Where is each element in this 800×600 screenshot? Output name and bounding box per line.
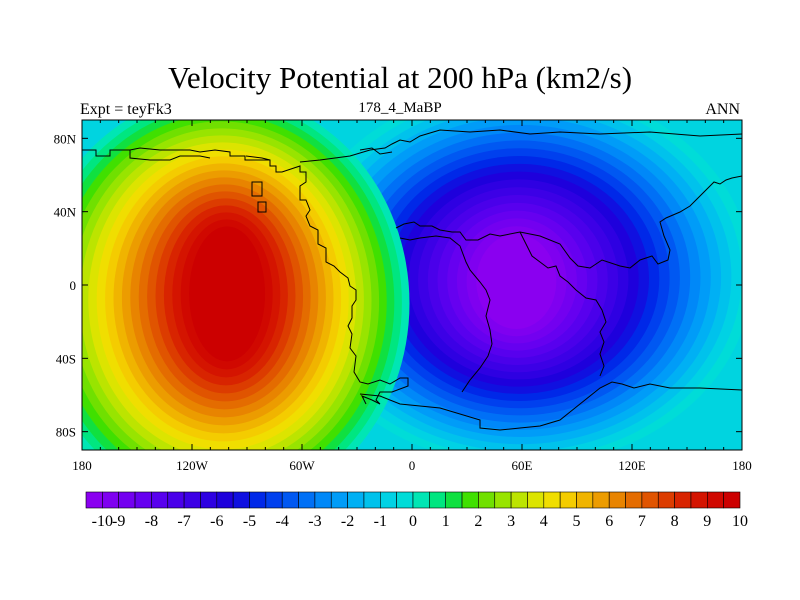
colorbar-swatch [412, 491, 430, 509]
coastlines [82, 129, 742, 431]
negative-contour-band [476, 234, 557, 330]
colorbar-swatch [151, 491, 169, 509]
colorbar-label: 9 [703, 513, 711, 530]
colorbar-label: -9 [112, 513, 125, 530]
colorbar-label: -1 [374, 513, 387, 530]
axis-ticks: 180 120W 60W 0 60E 120E 180 80N 40N 0 40S 80S [54, 120, 752, 473]
season-label: ANN [705, 101, 740, 118]
colorbar-label: 5 [573, 513, 581, 530]
contour-field [82, 120, 742, 450]
colorbar-swatch [363, 491, 381, 509]
colorbar-label: 6 [605, 513, 613, 530]
coastline-hudson [245, 155, 271, 213]
colorbar-swatch [167, 491, 185, 509]
colorbar-swatch [102, 491, 119, 509]
colorbar-swatch [510, 491, 528, 509]
colorbar-swatch [396, 491, 414, 509]
colorbar-swatch [379, 491, 397, 509]
colorbar-swatch [85, 491, 103, 509]
colorbar-swatch [265, 491, 283, 509]
colorbar-label: -4 [276, 513, 289, 530]
colorbar-swatch [576, 491, 594, 509]
coastline-north-america-arctic [129, 147, 393, 161]
x-tick-label: 60W [289, 458, 315, 473]
colorbar-label: -2 [341, 513, 354, 530]
colorbar-swatch [232, 491, 250, 509]
colorbar-swatch [674, 491, 692, 509]
colorbar-label: 8 [671, 513, 679, 530]
negative-anomaly-bands [292, 120, 742, 450]
colorbar-swatch [183, 491, 201, 509]
x-tick-label: 120W [176, 458, 209, 473]
colorbar-swatch [249, 491, 267, 509]
colorbar-swatch [592, 491, 610, 509]
colorbar-swatch [298, 491, 316, 509]
y-tick-label: 40S [56, 351, 76, 366]
colorbar-swatch [330, 491, 348, 509]
colorbar-swatch [200, 491, 218, 509]
coastline-eurasia [395, 175, 742, 269]
colorbar-label: -7 [177, 513, 190, 530]
colorbar-label: 0 [409, 513, 417, 530]
colorbar-swatch [690, 491, 708, 509]
colorbar-swatch [134, 491, 152, 509]
colorbar-swatch [314, 491, 332, 509]
colorbar-swatch [706, 491, 724, 509]
colorbar-label: -5 [243, 513, 256, 530]
colorbar-swatch [657, 491, 675, 509]
colorbar-label: 4 [540, 513, 548, 530]
colorbar-swatch [641, 491, 659, 509]
colorbar-swatch [608, 491, 626, 509]
colorbar-swatch [461, 491, 479, 509]
colorbar-swatch [429, 491, 447, 509]
colorbar-swatch [494, 491, 512, 509]
coastline-antarctica [359, 381, 742, 431]
x-tick-label: 180 [732, 458, 752, 473]
colorbar-swatch [216, 491, 234, 509]
colorbar-label: -10 [92, 513, 113, 530]
positive-contour-band [189, 226, 266, 362]
colorbar-swatch [625, 491, 643, 509]
y-tick-label: 0 [70, 278, 77, 293]
x-tick-label: 180 [72, 458, 92, 473]
colorbar-swatch [281, 491, 299, 509]
colorbar-swatch [559, 491, 577, 509]
colorbar-swatch [543, 491, 561, 509]
colorbar-label: 2 [474, 513, 482, 530]
y-tick-label: 80S [56, 425, 76, 440]
positive-anomaly-bands [82, 120, 410, 450]
colorbar: -10 -9 -8 -7 -6 -5 -4 -3 -2 -1 0 1 2 3 4 5 6 7 8 9 10 [85, 491, 748, 530]
colorbar-swatch [445, 491, 463, 509]
colorbar-label: 10 [732, 513, 748, 530]
colorbar-swatch [723, 491, 741, 509]
colorbar-label: 1 [442, 513, 450, 530]
x-tick-label: 60E [512, 458, 533, 473]
plot-title: Velocity Potential at 200 hPa (km2/s) [167, 60, 633, 95]
coastline-greenland [299, 129, 742, 163]
experiment-label: Expt = teyFk3 [80, 101, 172, 118]
y-tick-label: 80N [54, 131, 77, 146]
x-tick-label: 0 [409, 458, 416, 473]
colorbar-label: -8 [145, 513, 158, 530]
coastline-north-america [82, 147, 409, 405]
colorbar-swatch [118, 491, 136, 509]
colorbar-swatch [478, 491, 496, 509]
case-label: 178_4_MaBP [358, 100, 442, 116]
coastline-india-asia [519, 231, 607, 377]
colorbar-swatch [527, 491, 545, 509]
colorbar-label: -6 [210, 513, 223, 530]
x-tick-label: 120E [618, 458, 646, 473]
y-tick-label: 40N [54, 205, 77, 220]
colorbar-swatch [347, 491, 365, 509]
colorbar-label: 3 [507, 513, 515, 530]
colorbar-label: -3 [308, 513, 321, 530]
coastline-africa [399, 235, 493, 393]
colorbar-label: 7 [638, 513, 646, 530]
